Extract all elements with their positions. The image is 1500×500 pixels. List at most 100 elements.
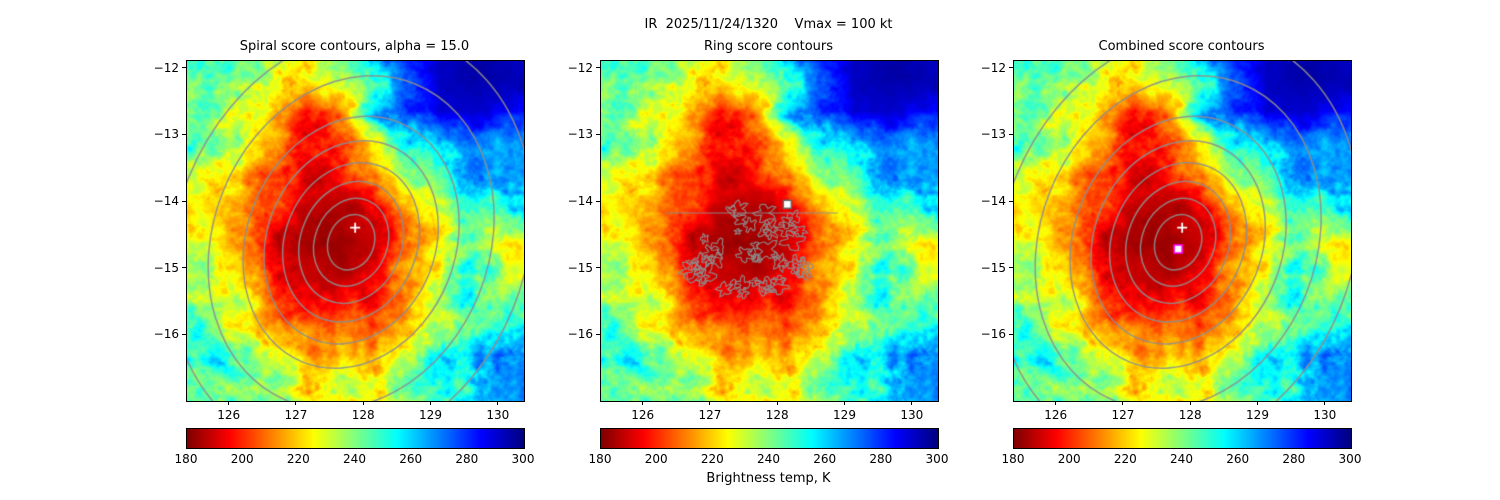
y-tick-label: −16: [567, 327, 593, 342]
y-tick-mark: [596, 200, 600, 202]
x-tick-mark: [362, 401, 364, 405]
subplot-title-spiral: Spiral score contours, alpha = 15.0: [239, 39, 470, 54]
y-tick-mark: [596, 267, 600, 269]
colorbar-tick-label: 280: [455, 452, 479, 466]
y-tick-mark: [1009, 200, 1013, 202]
x-tick-label: 128: [765, 408, 789, 422]
subplot-title-ring: Ring score contours: [703, 39, 834, 54]
colorbar-tick-label: 200: [1057, 452, 1081, 466]
x-tick-label: 127: [1111, 408, 1135, 422]
panel-ring: Ring score contours 126 127 128 129 130 −12 −1…: [568, 0, 949, 500]
colorbar-tick-label: 240: [757, 452, 780, 466]
colorbar-tick-label: 300: [1338, 452, 1362, 466]
x-tick-mark: [844, 401, 845, 405]
colorbar-combined: [1013, 428, 1352, 449]
colorbar-tick-label: 180: [1001, 452, 1025, 466]
y-tick-mark: [1009, 67, 1013, 69]
x-tick-label: 130: [1313, 408, 1337, 422]
y-tick-label: −12: [980, 60, 1006, 75]
colorbar-tick-label: 220: [700, 452, 724, 466]
colorbar-spiral: [186, 428, 525, 449]
y-tick-label: −13: [153, 127, 179, 142]
x-tick-mark: [295, 401, 297, 405]
figure-title: IR 2025/11/24/1320 Vmax = 100 kt: [644, 17, 893, 32]
y-tick-mark: [182, 333, 186, 335]
colorbar-tick-label: 180: [174, 452, 198, 466]
x-tick-mark: [497, 401, 499, 405]
x-tick-label: 129: [1246, 408, 1269, 422]
y-tick-mark: [182, 200, 186, 202]
y-tick-label: −16: [153, 327, 179, 342]
y-tick-mark: [1009, 267, 1013, 269]
x-tick-mark: [1324, 401, 1326, 405]
colorbar-tick-label: 280: [869, 452, 893, 466]
x-tick-mark: [776, 401, 778, 405]
colorbar-tick-label: 260: [1226, 452, 1250, 466]
colorbar-tick-label: 180: [588, 452, 612, 466]
x-tick-label: 127: [284, 408, 308, 422]
colorbar-canvas: [187, 429, 524, 448]
x-tick-label: 129: [833, 408, 856, 422]
colorbar-tick-label: 280: [1282, 452, 1306, 466]
y-tick-label: −12: [153, 60, 179, 75]
x-tick-mark: [911, 401, 913, 405]
y-tick-mark: [1009, 133, 1013, 135]
x-tick-label: 126: [631, 408, 655, 422]
panel-combined: Combined score contours 126 127 128 129 130 −…: [981, 0, 1362, 500]
x-tick-mark: [1055, 401, 1057, 405]
x-tick-mark: [709, 401, 711, 405]
y-tick-mark: [182, 67, 186, 69]
colorbar-tick-label: 220: [1113, 452, 1137, 466]
x-tick-label: 128: [351, 408, 375, 422]
x-tick-mark: [1257, 401, 1258, 405]
colorbar-tick-label: 240: [343, 452, 366, 466]
subplot-title-combined: Combined score contours: [1098, 39, 1265, 54]
x-tick-mark: [642, 401, 644, 405]
y-tick-mark: [596, 333, 600, 335]
panel-spiral: Spiral score contours, alpha = 15.0 126 1…: [154, 0, 535, 500]
x-tick-mark: [430, 401, 431, 405]
x-tick-label: 130: [900, 408, 924, 422]
colorbar-tick-label: 300: [511, 452, 535, 466]
x-tick-label: 128: [1178, 408, 1202, 422]
x-tick-label: 130: [486, 408, 510, 422]
map-canvas-combined: [1014, 61, 1351, 401]
colorbar-tick-label: 300: [925, 452, 949, 466]
y-tick-label: −12: [567, 60, 593, 75]
y-tick-label: −15: [980, 260, 1006, 275]
colorbar-tick-label: 260: [813, 452, 837, 466]
x-tick-label: 129: [419, 408, 442, 422]
y-tick-label: −14: [153, 194, 179, 208]
axes-ring: 126 127 128 129 130 −12 −13 −14 −15 −16: [568, 60, 939, 422]
colorbar-label: Brightness temp, K: [706, 471, 831, 486]
y-tick-mark: [1009, 333, 1013, 335]
y-tick-mark: [596, 67, 600, 69]
y-tick-label: −13: [567, 127, 593, 142]
y-tick-mark: [596, 133, 600, 135]
colorbar-canvas: [1014, 429, 1351, 448]
y-tick-label: −15: [153, 260, 179, 275]
colorbar-tick-label: 260: [399, 452, 423, 466]
map-canvas-spiral: [187, 61, 524, 401]
y-tick-label: −14: [567, 194, 593, 208]
x-tick-mark: [1122, 401, 1124, 405]
y-tick-mark: [182, 267, 186, 269]
y-tick-label: −15: [567, 260, 593, 275]
y-tick-mark: [182, 133, 186, 135]
y-tick-label: −14: [980, 194, 1006, 208]
colorbar-tick-label: 240: [1170, 452, 1193, 466]
y-tick-label: −16: [980, 327, 1006, 342]
x-tick-mark: [228, 401, 230, 405]
x-tick-label: 126: [1044, 408, 1068, 422]
x-tick-label: 126: [217, 408, 241, 422]
colorbar-tick-label: 220: [286, 452, 310, 466]
colorbar-tick-label: 200: [230, 452, 254, 466]
x-tick-label: 127: [698, 408, 722, 422]
map-canvas-ring: [601, 61, 938, 401]
x-tick-mark: [1189, 401, 1191, 405]
colorbar-canvas: [601, 429, 938, 448]
colorbar-tick-label: 200: [644, 452, 668, 466]
axes-combined: 126 127 128 129 130 −12 −13 −14 −15 −16: [981, 60, 1352, 422]
axes-spiral: 126 127 128 129 130 −12 −13 −14 −15 −16: [154, 60, 525, 422]
